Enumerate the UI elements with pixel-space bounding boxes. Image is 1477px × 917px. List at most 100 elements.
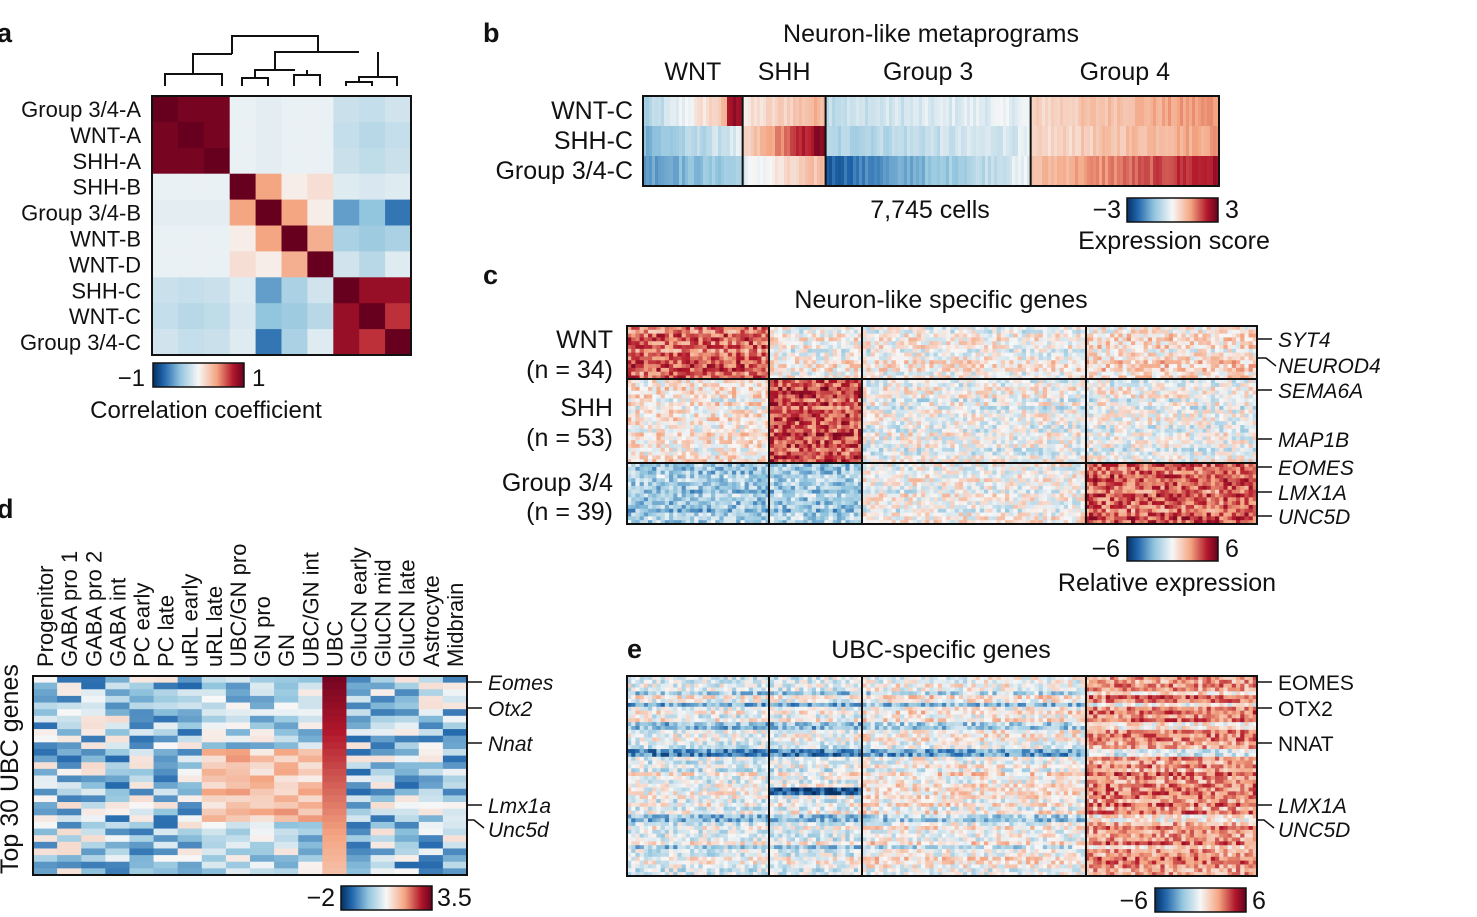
neuron-genes-cell bbox=[719, 394, 725, 399]
neuron-genes-cell bbox=[761, 386, 767, 392]
neuron-genes-cell bbox=[916, 337, 922, 342]
neuron-genes-cell bbox=[627, 405, 632, 411]
neuron-genes-cell bbox=[1164, 371, 1170, 376]
correlation-cell bbox=[152, 225, 179, 252]
neuron-genes-cell bbox=[921, 364, 926, 369]
neuron-genes-cell bbox=[635, 417, 641, 422]
neuron-genes-cell bbox=[1059, 356, 1065, 361]
metaprogram-cell bbox=[679, 126, 683, 156]
neuron-genes-cell bbox=[1231, 341, 1237, 346]
metaprogram-cell bbox=[643, 96, 647, 126]
neuron-genes-cell bbox=[774, 409, 779, 415]
neuron-genes-cell bbox=[740, 383, 746, 388]
neuron-genes-cell bbox=[757, 329, 762, 335]
neuron-genes-cell bbox=[677, 425, 683, 430]
metaprogram-cell bbox=[922, 96, 926, 126]
neuron-genes-cell bbox=[1156, 425, 1161, 430]
neuron-genes-cell bbox=[774, 333, 779, 338]
neuron-genes-cell bbox=[1143, 394, 1149, 399]
neuron-genes-cell bbox=[765, 394, 771, 399]
metaprogram-cell bbox=[1132, 96, 1136, 126]
neuron-genes-cell bbox=[1189, 413, 1195, 418]
neuron-genes-cell bbox=[677, 379, 683, 384]
neuron-genes-cell bbox=[1194, 337, 1199, 342]
neuron-genes-cell bbox=[639, 341, 645, 346]
neuron-genes-cell bbox=[799, 390, 804, 396]
metaprogram-cell bbox=[793, 156, 797, 186]
neuron-genes-cell bbox=[832, 390, 838, 396]
neuron-genes-cell bbox=[736, 413, 741, 418]
neuron-genes-cell bbox=[950, 413, 956, 418]
metaprogram-cell bbox=[1129, 96, 1133, 126]
neuron-genes-cell bbox=[1072, 375, 1077, 380]
neuron-genes-cell bbox=[988, 364, 993, 369]
correlation-cell bbox=[203, 121, 231, 149]
neuron-genes-cell bbox=[1152, 329, 1157, 335]
neuron-genes-cell bbox=[1147, 326, 1153, 331]
neuron-genes-cell bbox=[1210, 341, 1216, 346]
neuron-genes-cell bbox=[1030, 337, 1035, 342]
neuron-genes-cell bbox=[664, 409, 670, 415]
neuron-genes-cell bbox=[895, 329, 901, 335]
neuron-genes-cell bbox=[1118, 421, 1124, 426]
neuron-genes-cell bbox=[933, 326, 939, 331]
neuron-genes-cell bbox=[631, 394, 636, 399]
neuron-genes-cell bbox=[1206, 367, 1212, 373]
neuron-genes-cell bbox=[1110, 364, 1115, 369]
neuron-genes-cell bbox=[807, 345, 813, 350]
neuron-genes-cell bbox=[1013, 413, 1019, 418]
metaprogram-cell bbox=[919, 96, 923, 126]
metaprogram-cell bbox=[937, 96, 941, 126]
neuron-genes-cell bbox=[841, 364, 846, 369]
neuron-genes-cell bbox=[1101, 428, 1107, 434]
neuron-genes-cell bbox=[1101, 402, 1107, 407]
neuron-genes-cell bbox=[1244, 356, 1250, 361]
neuron-genes-cell bbox=[954, 371, 960, 376]
neuron-genes-cell bbox=[1114, 375, 1119, 380]
neuron-genes-cell bbox=[648, 425, 653, 430]
metaprogram-cell bbox=[1012, 96, 1016, 126]
neuron-genes-cell bbox=[732, 360, 737, 365]
neuron-genes-cell bbox=[748, 394, 754, 399]
neuron-genes-cell bbox=[1051, 326, 1056, 331]
neuron-genes-cell bbox=[1072, 337, 1077, 342]
neuron-genes-cell bbox=[1055, 326, 1061, 331]
neuron-genes-cell bbox=[1147, 428, 1153, 434]
neuron-genes-cell bbox=[1215, 360, 1220, 365]
neuron-genes-cell bbox=[845, 375, 851, 380]
neuron-genes-cell bbox=[1202, 405, 1208, 411]
neuron-genes-cell bbox=[891, 432, 897, 437]
neuron-genes-cell bbox=[879, 428, 884, 434]
neuron-genes-cell bbox=[1143, 329, 1149, 335]
neuron-genes-cell bbox=[727, 356, 733, 361]
neuron-genes-cell bbox=[631, 425, 636, 430]
neuron-genes-cell bbox=[963, 405, 968, 411]
metaprogram-cell bbox=[1108, 126, 1112, 156]
metaprogram-cell bbox=[1159, 126, 1163, 156]
neuron-genes-cell bbox=[1093, 383, 1098, 388]
metaprogram-cell bbox=[709, 96, 713, 126]
neuron-genes-cell bbox=[841, 383, 846, 388]
metaprogram-cell bbox=[1000, 96, 1004, 126]
neuron-genes-cell bbox=[740, 379, 746, 384]
neuron-genes-cell bbox=[740, 428, 746, 434]
neuron-genes-cell bbox=[799, 413, 804, 418]
neuron-genes-cell bbox=[1038, 405, 1044, 411]
neuron-genes-cell bbox=[727, 398, 733, 403]
neuron-genes-cell bbox=[1034, 413, 1040, 418]
neuron-genes-cell bbox=[1227, 360, 1233, 365]
neuron-genes-cell bbox=[1084, 394, 1090, 399]
metaprogram-cell bbox=[1147, 156, 1151, 186]
neuron-genes-cell bbox=[866, 409, 872, 415]
metaprogram-cell bbox=[721, 156, 725, 186]
correlation-row-label: SHH-A bbox=[73, 149, 142, 174]
neuron-genes-cell bbox=[1089, 379, 1094, 384]
neuron-genes-cell bbox=[824, 356, 830, 361]
neuron-genes-cell bbox=[702, 329, 708, 335]
metaprogram-cell bbox=[997, 156, 1001, 186]
metaprogram-cell bbox=[715, 156, 719, 186]
neuron-genes-cell bbox=[984, 383, 989, 388]
neuron-genes-cell bbox=[1105, 405, 1111, 411]
neuron-genes-cell bbox=[660, 413, 666, 418]
neuron-genes-cell bbox=[929, 379, 935, 384]
